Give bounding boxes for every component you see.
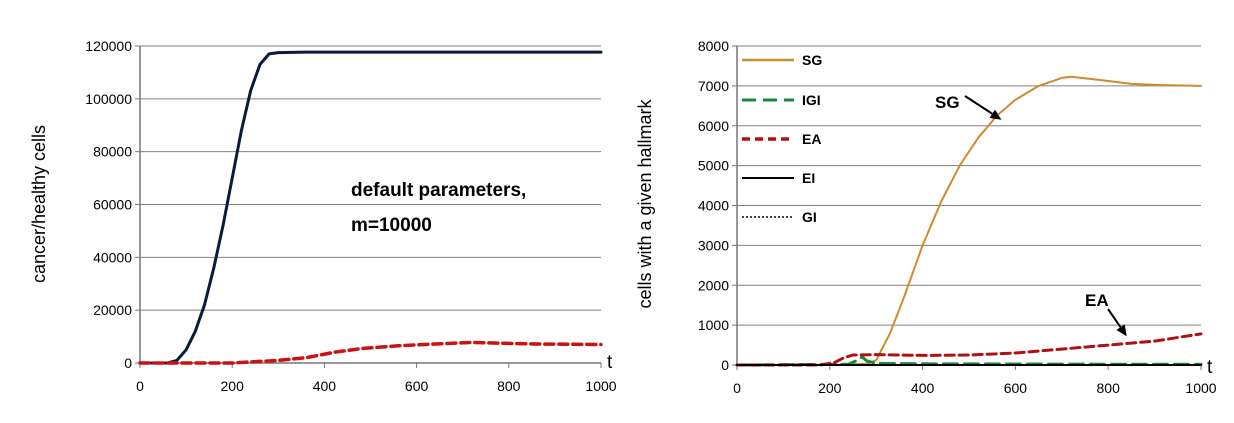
y-tick-label: 4000 <box>698 198 729 214</box>
legend: SG IGI EA EI GI <box>742 52 822 225</box>
y-tick-label: 5000 <box>698 158 729 174</box>
y-tick-label: 7000 <box>698 78 729 94</box>
legend-label-igi: IGI <box>802 92 821 108</box>
arrow-annotation-ea: EA <box>1085 291 1127 337</box>
right-x-axis-label: t <box>1207 357 1213 378</box>
legend-label-sg: SG <box>802 52 822 68</box>
arrow-sg <box>964 95 993 115</box>
y-tick-label: 20000 <box>93 302 132 318</box>
arrow-label-sg: SG <box>935 93 960 112</box>
series-line-ea <box>735 332 1203 367</box>
left-x-axis-label: t <box>607 352 613 373</box>
legend-label-ea: EA <box>802 131 821 147</box>
legend-label-gi: GI <box>802 209 817 225</box>
x-tick-label: 0 <box>733 380 741 396</box>
legend-item-sg: SG <box>742 52 822 68</box>
x-tick-label: 600 <box>405 378 429 394</box>
y-tick-label: 120000 <box>85 38 132 54</box>
x-tick-label: 200 <box>818 380 842 396</box>
x-tick-label: 800 <box>497 378 521 394</box>
series-line-0 <box>138 50 603 365</box>
y-tick-label: 0 <box>721 357 729 373</box>
x-tick-label: 800 <box>1097 380 1121 396</box>
left-y-axis-label: cancer/healthy cells <box>29 125 49 283</box>
arrowhead-sg <box>989 109 1002 120</box>
left-series <box>138 50 603 365</box>
y-tick-label: 40000 <box>93 249 132 265</box>
left-gridlines <box>140 45 601 311</box>
legend-item-ea: EA <box>742 131 821 147</box>
legend-item-gi: GI <box>742 209 817 225</box>
legend-label-ei: EI <box>802 170 815 186</box>
legend-item-igi: IGI <box>742 92 821 108</box>
right-gridlines <box>737 45 1201 326</box>
y-tick-label: 60000 <box>93 197 132 213</box>
right-chart: 0 1000 2000 3000 4000 5000 6000 7000 8000 0 200 40… <box>635 38 1217 396</box>
x-tick-label: 400 <box>911 380 935 396</box>
right-x-tick-labels: 0 200 400 600 800 1000 <box>733 365 1217 396</box>
right-y-tick-labels: 0 1000 2000 3000 4000 5000 6000 7000 8000 <box>698 38 737 373</box>
arrow-annotation-sg: SG <box>935 93 1002 120</box>
arrow-label-ea: EA <box>1085 291 1109 310</box>
series-line-sg <box>736 75 1202 366</box>
y-tick-label: 6000 <box>698 118 729 134</box>
y-tick-label: 1000 <box>698 317 729 333</box>
arrowhead-ea <box>1116 324 1127 337</box>
y-tick-label: 100000 <box>85 91 132 107</box>
x-tick-label: 0 <box>136 378 144 394</box>
right-y-axis-label: cells with a given hallmark <box>635 98 655 308</box>
legend-item-ei: EI <box>742 170 815 186</box>
x-tick-label: 1000 <box>585 378 616 394</box>
y-tick-label: 2000 <box>698 277 729 293</box>
series-line-1 <box>138 340 603 365</box>
left-x-tick-labels: 0 200 400 600 800 1000 <box>136 363 617 394</box>
x-tick-label: 600 <box>1004 380 1028 396</box>
y-tick-label: 80000 <box>93 144 132 160</box>
y-tick-label: 3000 <box>698 237 729 253</box>
x-tick-label: 1000 <box>1185 380 1216 396</box>
x-tick-label: 400 <box>313 378 337 394</box>
x-tick-label: 200 <box>221 378 245 394</box>
annotation-line-1: default parameters, <box>351 180 526 201</box>
right-series <box>735 75 1203 367</box>
left-y-tick-labels: 0 20000 40000 60000 80000 100000 120000 <box>85 38 140 371</box>
arrow-ea <box>1107 308 1122 328</box>
y-tick-label: 0 <box>124 355 132 371</box>
annotation-line-2: m=10000 <box>351 215 432 236</box>
y-tick-label: 8000 <box>698 38 729 54</box>
left-chart: 0 20000 40000 60000 80000 100000 120000 0 200 40… <box>29 38 617 394</box>
